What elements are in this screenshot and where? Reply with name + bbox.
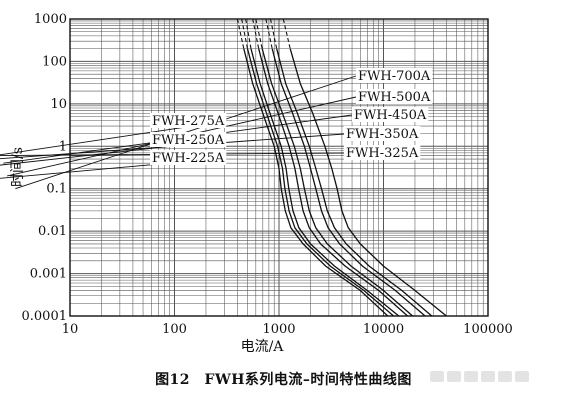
series-dashed-segment: [252, 18, 260, 49]
series-line: [271, 48, 426, 317]
series-line: [243, 48, 389, 317]
watermark-logo: [430, 371, 529, 382]
series-labels: FWH-225A FWH-250A FWH-275A FWH-325A FWH-350A…: [150, 68, 433, 166]
series-label: FWH-325A: [346, 146, 419, 161]
series-dashed-segment: [265, 18, 273, 49]
y-tick-label: 0.0001: [22, 309, 68, 324]
series-dashed-segment: [269, 18, 278, 49]
series-line: [246, 48, 395, 317]
series-label-background: [344, 145, 421, 160]
series-line: [276, 48, 433, 317]
curves: [236, 18, 447, 317]
x-tick-label: 1000: [262, 322, 295, 337]
plot-frame: [69, 18, 489, 317]
series-label: FWH-350A: [346, 127, 419, 142]
tick-labels: 10 100 1000 10000 100000 0.0001 0.001 0.01 0.1 1 1…: [22, 12, 513, 337]
series-line: [250, 48, 400, 317]
y-tick-label: 0.01: [38, 224, 67, 239]
y-axis-title: 时间/s: [10, 147, 26, 187]
x-tick-label: 10000: [363, 322, 404, 337]
series-label-background: [356, 89, 433, 104]
figure-caption: 图12 FWH系列电流–时间特性曲线图: [155, 372, 412, 388]
y-tick-label: 0.001: [30, 267, 67, 282]
y-tick-label: 10: [50, 97, 67, 112]
series-label: FWH-450A: [354, 108, 427, 123]
series-label: FWH-225A: [152, 151, 225, 166]
series-label-background: [356, 68, 433, 83]
x-tick-label: 10: [62, 322, 79, 337]
series-line: [258, 48, 409, 317]
series-label: FWH-275A: [152, 114, 225, 129]
series-label: FWH-250A: [152, 133, 225, 148]
chart: 10 100 1000 10000 100000 0.0001 0.001 0.01 0.1 1 1…: [0, 12, 513, 355]
x-axis-title: 电流/A: [241, 339, 285, 355]
series-dashed-segment: [282, 18, 291, 49]
series-label: FWH-500A: [358, 90, 431, 105]
series-label: FWH-700A: [358, 69, 431, 84]
series-dashed-segment: [245, 18, 252, 49]
y-tick-label: 1: [59, 139, 67, 154]
series-label-background: [150, 150, 227, 165]
series-line: [289, 48, 447, 317]
series-label-background: [150, 132, 227, 147]
x-tick-label: 100: [162, 322, 187, 337]
series-dashed-segment: [255, 18, 263, 49]
series-label-background: [352, 107, 429, 122]
series-line: [261, 48, 414, 317]
y-tick-label: 1000: [34, 12, 67, 27]
series-dashed-segment: [236, 18, 245, 49]
y-tick-label: 0.1: [46, 182, 67, 197]
series-label-background: [150, 113, 227, 128]
series-dashed-segment: [241, 18, 249, 49]
y-tick-label: 100: [42, 54, 67, 69]
series-label-background: [344, 126, 421, 141]
x-tick-label: 100000: [463, 322, 513, 337]
